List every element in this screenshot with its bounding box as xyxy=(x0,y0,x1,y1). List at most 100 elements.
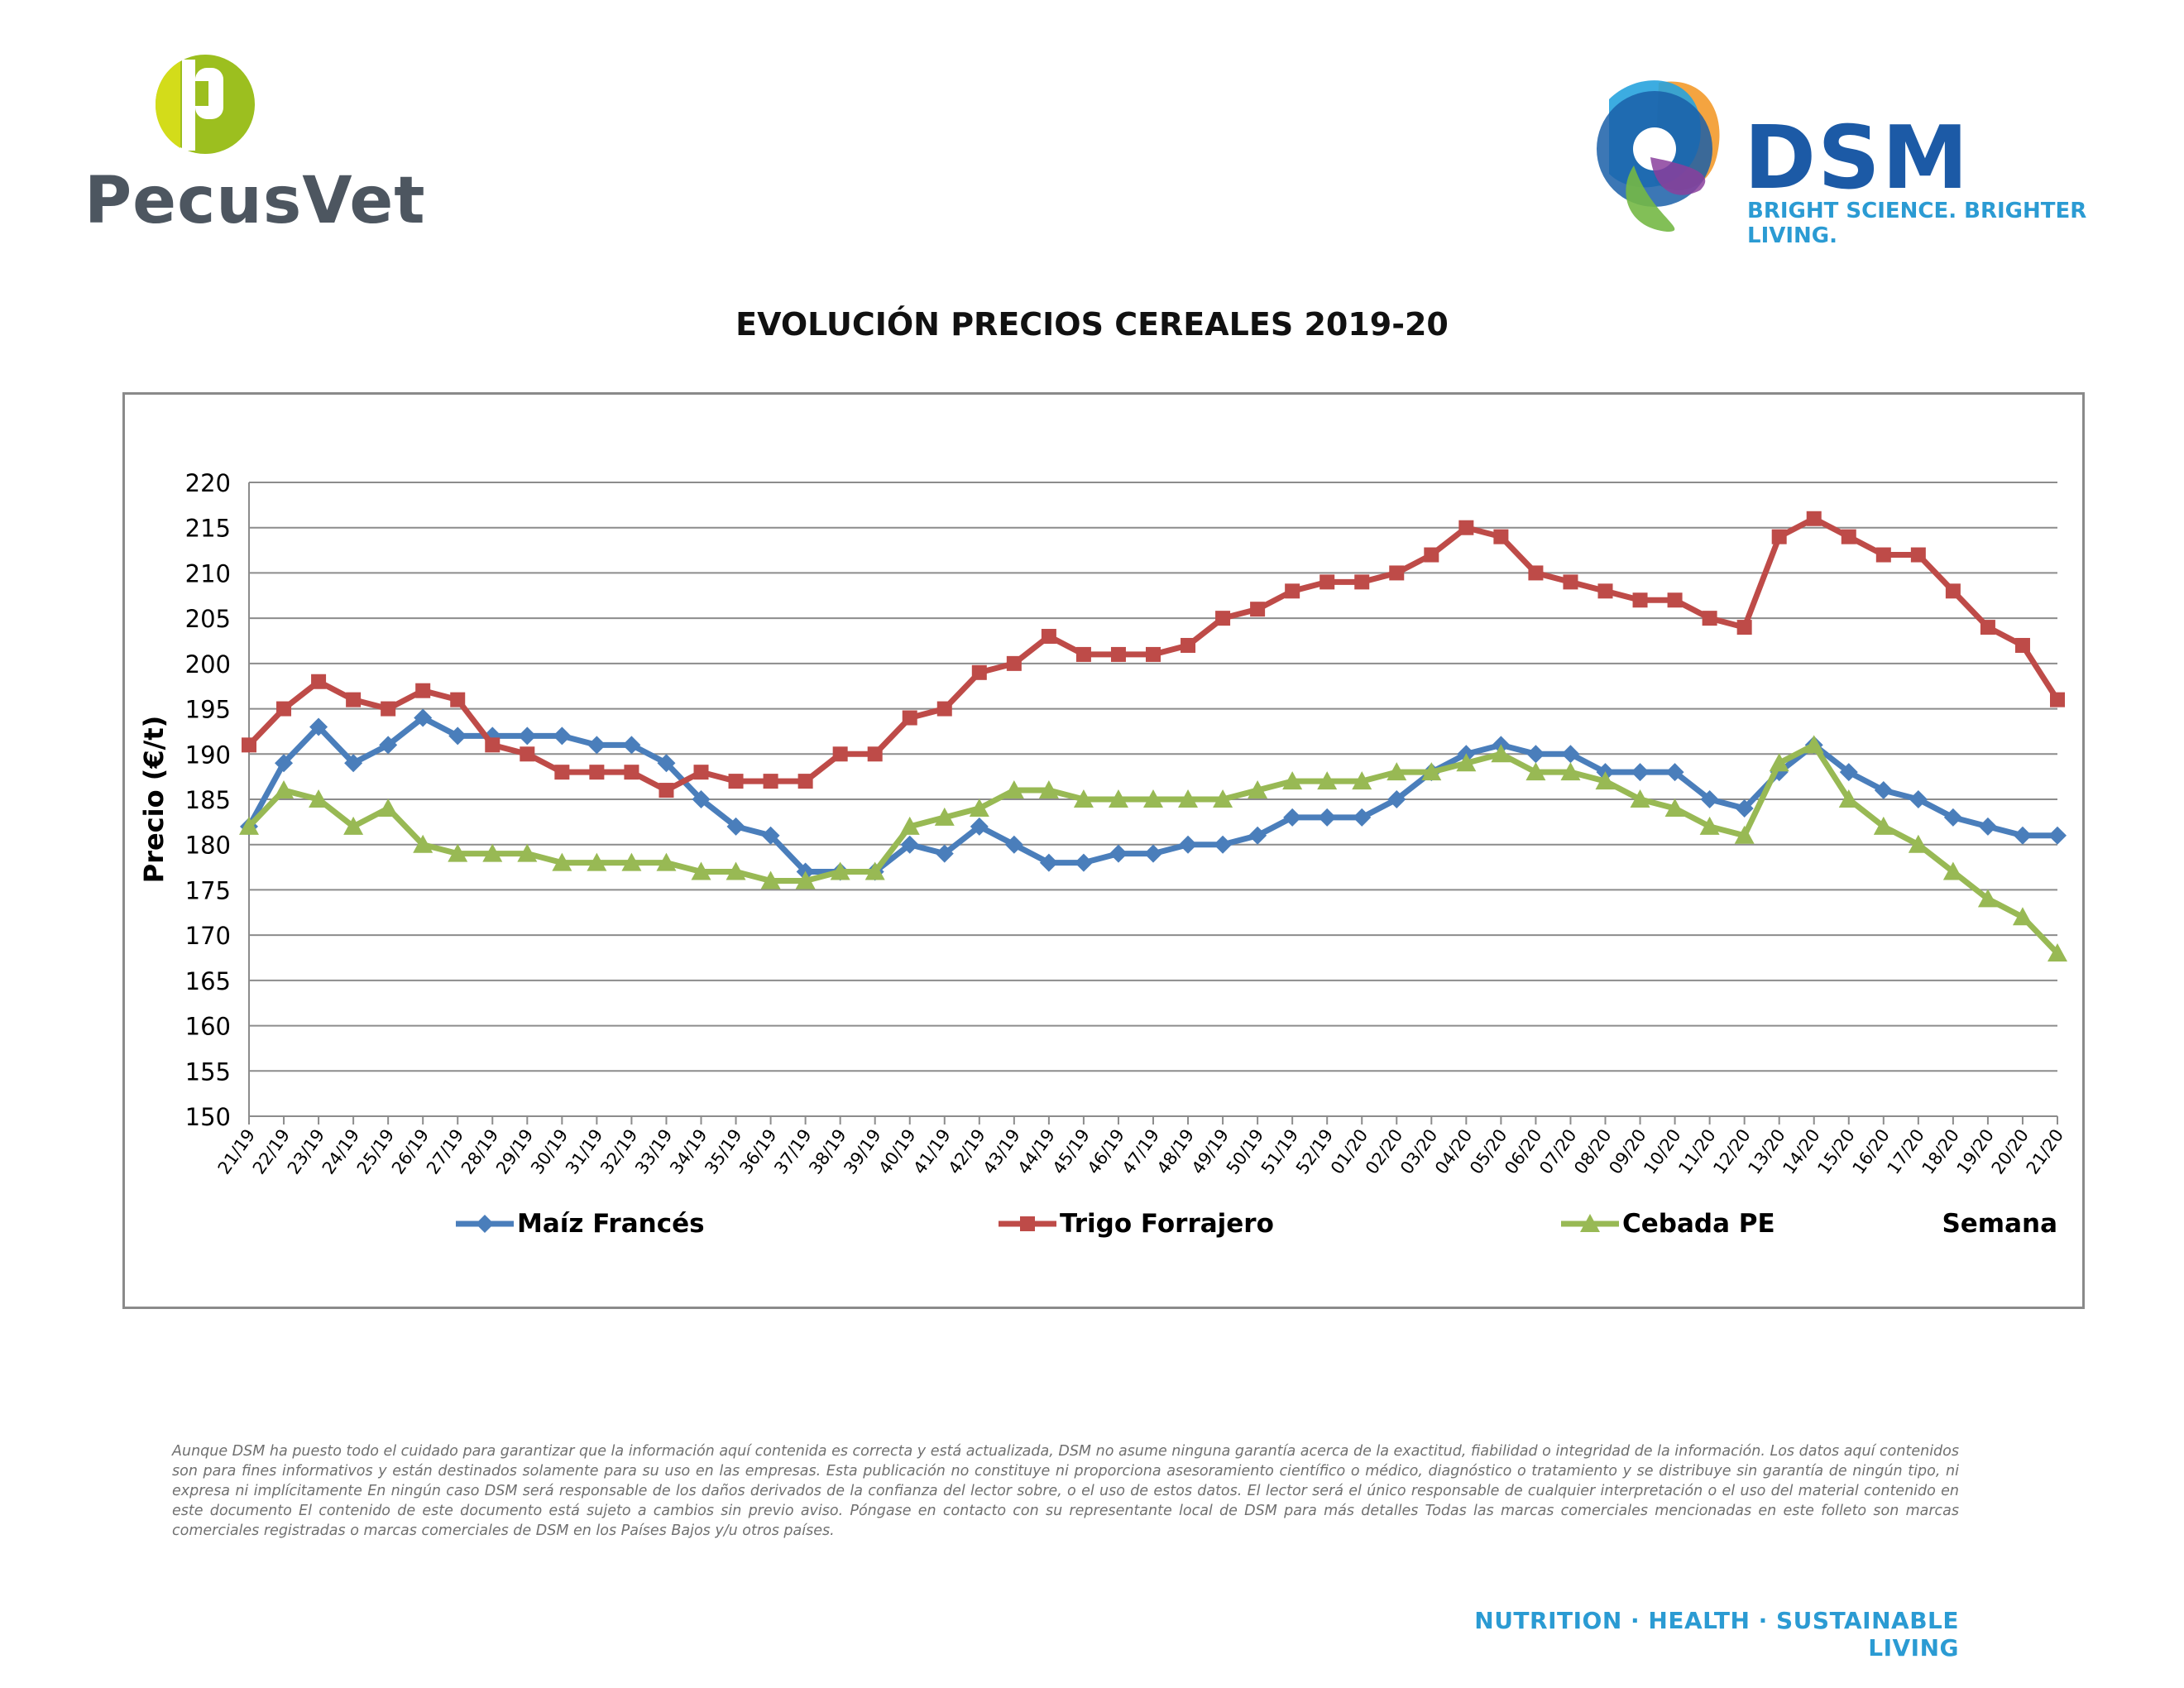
data-point xyxy=(2048,943,2067,962)
data-point xyxy=(1456,753,1477,772)
data-point xyxy=(832,746,848,762)
data-point xyxy=(1109,844,1128,863)
data-point xyxy=(1664,798,1685,817)
data-point xyxy=(1493,529,1509,544)
x-tick-label: 15/20 xyxy=(1813,1125,1858,1177)
data-point xyxy=(1179,835,1198,854)
data-point xyxy=(1667,592,1683,608)
data-point xyxy=(1389,565,1405,581)
data-point xyxy=(1421,762,1442,781)
y-tick-label: 180 xyxy=(185,832,231,860)
series-3 xyxy=(239,735,2067,962)
x-tick-label: 05/20 xyxy=(1466,1125,1511,1177)
y-tick-label: 205 xyxy=(185,605,231,633)
y-tick-label: 220 xyxy=(185,469,231,497)
x-tick-label: 33/19 xyxy=(631,1125,676,1177)
data-point xyxy=(1736,620,1752,635)
data-point xyxy=(1146,646,1161,662)
y-tick-label: 210 xyxy=(185,559,231,587)
data-point xyxy=(1073,789,1094,808)
data-point xyxy=(1580,1214,1600,1232)
x-tick-label: 44/19 xyxy=(1014,1125,1059,1177)
data-point xyxy=(1874,781,1893,800)
data-point xyxy=(1873,816,1894,835)
data-point xyxy=(413,834,433,853)
data-point xyxy=(726,817,745,836)
data-point xyxy=(969,798,989,817)
x-tick-label: 10/20 xyxy=(1640,1125,1684,1177)
data-point xyxy=(1563,574,1578,590)
data-point xyxy=(309,717,328,736)
data-point xyxy=(414,708,433,727)
x-tick-label: 02/20 xyxy=(1362,1125,1406,1177)
x-tick-label: 42/19 xyxy=(945,1125,989,1177)
data-point xyxy=(934,807,955,826)
data-point xyxy=(1700,790,1719,808)
legend-label: Trigo Forrajero xyxy=(1060,1209,1274,1239)
data-point xyxy=(1771,529,1787,544)
data-point xyxy=(1595,771,1616,790)
data-point xyxy=(1143,789,1163,808)
data-point xyxy=(1285,583,1300,599)
data-point xyxy=(476,1215,494,1233)
data-point xyxy=(691,861,711,880)
data-point xyxy=(520,746,535,762)
data-point xyxy=(346,692,362,707)
x-tick-label: 17/20 xyxy=(1884,1125,1928,1177)
data-point xyxy=(1006,655,1022,671)
y-tick-label: 155 xyxy=(185,1057,231,1086)
data-point xyxy=(761,826,780,845)
y-tick-label: 185 xyxy=(185,786,231,814)
series-2 xyxy=(242,511,2065,798)
x-tick-label: 12/20 xyxy=(1709,1125,1754,1177)
data-point xyxy=(657,754,676,773)
data-point xyxy=(656,852,677,871)
x-tick-label: 21/20 xyxy=(2023,1125,2067,1177)
x-tick-label: 39/19 xyxy=(840,1125,884,1177)
data-point xyxy=(1980,620,1995,635)
x-tick-label: 37/19 xyxy=(770,1125,815,1177)
data-point xyxy=(448,727,467,746)
data-point xyxy=(518,727,537,746)
x-tick-label: 52/19 xyxy=(1292,1125,1337,1177)
data-point xyxy=(1020,1216,1035,1231)
data-point xyxy=(1803,735,1824,754)
x-tick-label: 43/19 xyxy=(979,1125,1024,1177)
y-axis-label: Precio (€/t) xyxy=(138,716,170,884)
data-point xyxy=(1352,771,1372,790)
data-point xyxy=(344,754,363,773)
data-point xyxy=(309,789,329,808)
x-tick-label: 11/20 xyxy=(1674,1125,1719,1177)
legend-item: Maíz Francés xyxy=(456,1209,705,1239)
pecusvet-logo-text: PecusVet xyxy=(84,164,426,238)
data-point xyxy=(1039,853,1058,872)
data-point xyxy=(274,780,295,799)
data-point xyxy=(693,765,709,780)
x-tick-label: 21/19 xyxy=(214,1125,259,1177)
legend-label: Maíz Francés xyxy=(517,1209,705,1239)
data-point xyxy=(589,765,605,780)
data-point xyxy=(935,844,954,863)
data-point xyxy=(1038,780,1059,799)
chart-title: EVOLUCIÓN PRECIOS CEREALES 2019-20 xyxy=(735,306,1449,343)
data-point xyxy=(379,736,398,755)
data-point xyxy=(587,736,606,755)
data-point xyxy=(763,774,778,789)
data-point xyxy=(517,843,538,862)
data-point xyxy=(936,701,952,717)
data-point xyxy=(276,701,292,717)
data-point xyxy=(1491,744,1511,763)
data-point xyxy=(659,783,674,798)
data-point xyxy=(1214,835,1233,854)
x-tick-label: 34/19 xyxy=(666,1125,711,1177)
x-tick-label: 41/19 xyxy=(909,1125,954,1177)
data-point xyxy=(2012,907,2033,926)
x-tick-label: 25/19 xyxy=(353,1125,398,1177)
x-tick-label: 30/19 xyxy=(527,1125,572,1177)
x-tick-label: 40/19 xyxy=(874,1125,919,1177)
data-point xyxy=(1318,808,1337,827)
x-tick-label: 31/19 xyxy=(562,1125,606,1177)
data-point xyxy=(622,736,641,755)
data-point xyxy=(482,843,503,862)
x-tick-label: 06/20 xyxy=(1501,1125,1545,1177)
